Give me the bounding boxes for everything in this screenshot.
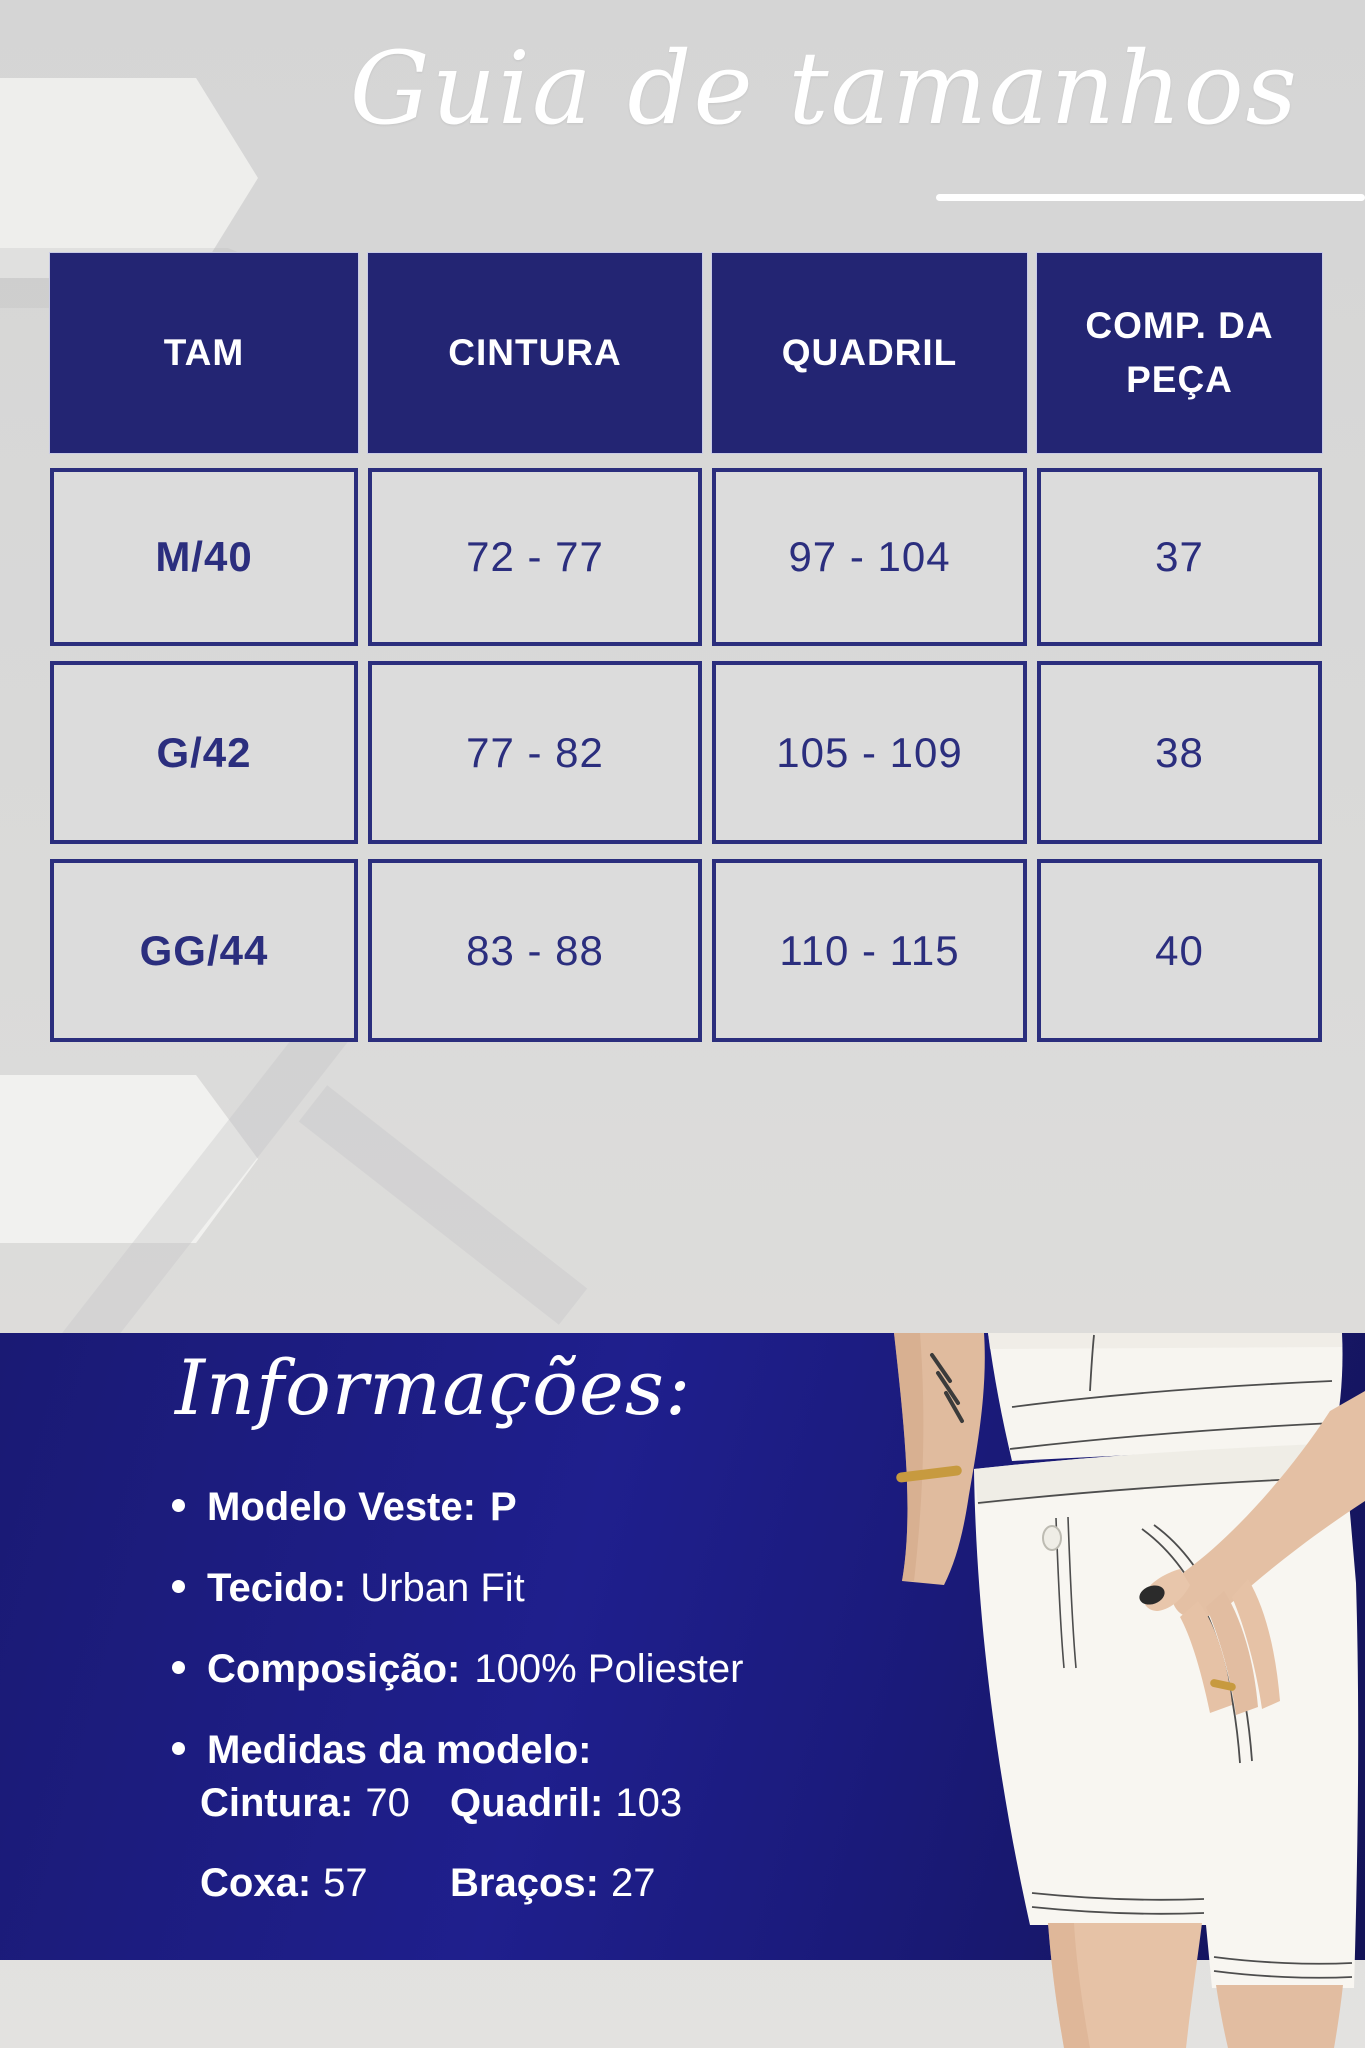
info-label: Composição: [207,1647,461,1691]
background-arrow [0,78,258,278]
column-header-quadril: QUADRIL [712,253,1027,453]
measure-value: 57 [323,1861,368,1905]
table-cell-size: GG/44 [50,859,358,1042]
measure-value: 70 [365,1781,410,1825]
info-value: P [489,1485,517,1529]
column-header-tam: TAM [50,253,358,453]
column-header-comp: COMP. DA PEÇA [1037,253,1322,453]
column-header-cintura: CINTURA [368,253,702,453]
model-photo [894,1333,1365,2048]
table-cell-size: M/40 [50,468,358,646]
measure-value: 103 [615,1781,683,1825]
table-cell-quadril: 105 - 109 [712,661,1027,844]
list-item: Tecido: Urban Fit [172,1566,743,1611]
info-list: Modelo Veste: P Tecido: Urban Fit Compos… [172,1485,743,1809]
bullet-dot-icon [172,1580,185,1593]
table-cell-comp: 37 [1037,468,1322,646]
info-value: Urban Fit [360,1566,525,1610]
measurement-pair: Braços: 27 [450,1861,682,1906]
list-item: Medidas da modelo: [172,1728,743,1773]
size-table: TAM CINTURA QUADRIL COMP. DA PEÇA M/40 7… [50,253,1322,1042]
table-cell-comp: 38 [1037,661,1322,844]
measure-label: Cintura: [200,1781,354,1825]
table-cell-cintura: 77 - 82 [368,661,702,844]
measure-label: Quadril: [450,1781,604,1825]
info-label: Modelo Veste: [207,1485,476,1529]
info-label: Medidas da modelo: [207,1728,592,1772]
measure-value: 27 [610,1861,656,1905]
bullet-dot-icon [172,1499,185,1512]
info-heading: Informações: [175,1343,692,1432]
measurement-pair: Quadril: 103 [450,1781,682,1826]
measure-label: Braços: [450,1861,599,1905]
measurement-pair: Cintura: 70 [200,1781,450,1826]
list-item: Modelo Veste: P [172,1485,743,1530]
list-item: Composição: 100% Poliester [172,1647,743,1692]
info-value: 100% Poliester [474,1647,744,1691]
table-cell-quadril: 110 - 115 [712,859,1027,1042]
measure-label: Coxa: [200,1861,312,1905]
background-arrow [0,1075,258,1243]
table-cell-comp: 40 [1037,859,1322,1042]
background-band [298,1085,588,1325]
measurement-pair: Coxa: 57 [200,1861,450,1906]
table-cell-quadril: 97 - 104 [712,468,1027,646]
bullet-dot-icon [172,1661,185,1674]
bullet-dot-icon [172,1742,185,1755]
table-cell-cintura: 72 - 77 [368,468,702,646]
info-label: Tecido: [207,1566,347,1610]
table-cell-size: G/42 [50,661,358,844]
title-underline [936,194,1365,201]
table-cell-cintura: 83 - 88 [368,859,702,1042]
page-title: Guia de tamanhos [349,30,1299,147]
model-measurements: Cintura: 70 Quadril: 103 Coxa: 57 Braços: 27 [200,1781,682,1906]
